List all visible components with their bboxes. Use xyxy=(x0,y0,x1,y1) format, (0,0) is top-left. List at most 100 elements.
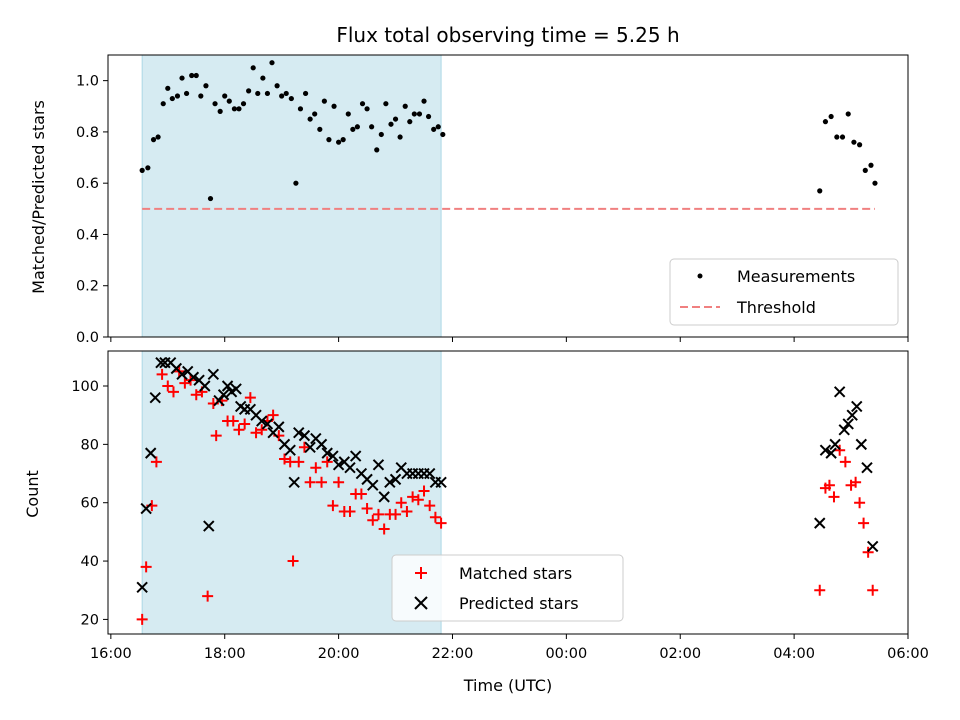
predicted-star-point xyxy=(825,447,837,459)
measurement-point xyxy=(839,134,846,140)
measurement-point xyxy=(834,134,840,140)
matched-star-point xyxy=(839,456,851,468)
measurement-point xyxy=(359,101,366,107)
matched-star-point xyxy=(418,485,430,497)
measurement-point xyxy=(402,103,408,109)
measurement-point xyxy=(388,121,394,127)
matched-star-point xyxy=(279,453,291,465)
measurement-point xyxy=(326,137,332,143)
measurement-point xyxy=(174,93,181,99)
measurement-point xyxy=(369,124,375,130)
matched-star-point xyxy=(316,476,328,488)
measurement-point xyxy=(364,106,370,112)
y-tick-label: 1.0 xyxy=(76,74,99,90)
count-axes-frame xyxy=(107,350,909,635)
predicted-star-point xyxy=(293,426,305,439)
y-tick-label: 60 xyxy=(81,496,99,512)
measurement-point xyxy=(231,106,238,112)
measurement-point xyxy=(397,134,403,140)
y-tick-label: 20 xyxy=(81,612,99,628)
measurement-point xyxy=(340,137,346,143)
predicted-star-point xyxy=(349,450,362,462)
predicted-star-point xyxy=(842,418,854,430)
predicted-star-point xyxy=(221,380,234,392)
measurement-point xyxy=(283,90,289,97)
x-tick-label: 00:00 xyxy=(545,646,587,662)
predicted-star-point xyxy=(367,479,379,491)
measurement-point xyxy=(279,93,285,99)
x-tick-label: 16:00 xyxy=(90,646,132,662)
matched-star-point xyxy=(823,479,835,491)
predicted-star-point xyxy=(814,517,826,529)
measurement-point xyxy=(203,83,209,89)
matched-star-point xyxy=(298,441,310,453)
predicted-star-point xyxy=(304,441,316,453)
predicted-star-point xyxy=(389,473,402,486)
measurement-point xyxy=(189,72,195,79)
predicted-star-point xyxy=(199,380,211,392)
matched-star-point xyxy=(412,494,424,506)
measurement-point xyxy=(851,139,857,145)
count-panel: 20 40 60 80 100 16:00 18:00 20:00 22:00 00:00 02:… xyxy=(23,350,929,695)
x-axis-label: Time (UTC) xyxy=(463,676,552,695)
matched-star-point xyxy=(367,514,379,526)
measurement-point xyxy=(165,85,171,91)
matched-star-point xyxy=(233,424,245,436)
measurement-point xyxy=(350,126,356,132)
matched-star-point xyxy=(156,368,168,380)
measurement-point xyxy=(345,111,351,117)
x-tick-label: 06:00 xyxy=(887,646,929,662)
measurement-point xyxy=(392,116,399,122)
matched-star-point xyxy=(858,517,870,529)
ratio-y-label: Matched/Predicted stars xyxy=(29,100,48,294)
matched-star-point xyxy=(390,508,402,520)
measurement-point xyxy=(207,195,214,202)
predicted-star-point xyxy=(203,520,215,532)
predicted-star-point xyxy=(144,447,157,459)
measurement-point xyxy=(264,90,271,97)
predicted-star-point xyxy=(838,424,850,436)
measurement-point xyxy=(260,75,266,81)
predicted-star-point xyxy=(833,386,846,398)
measurement-point xyxy=(212,101,218,107)
legend-predicted-marker xyxy=(414,596,428,610)
observing-span-top xyxy=(141,54,442,338)
predicted-star-point xyxy=(284,444,296,456)
matched-star-points xyxy=(136,365,879,625)
matched-star-point xyxy=(256,424,268,436)
predicted-star-point xyxy=(846,409,858,421)
measurement-point xyxy=(222,93,228,99)
predicted-star-point xyxy=(256,415,268,427)
matched-star-point xyxy=(834,444,846,456)
measurement-point xyxy=(435,124,441,130)
matched-star-point xyxy=(167,386,179,398)
measurement-point xyxy=(872,180,878,186)
measurement-point xyxy=(411,111,417,117)
predicted-star-point xyxy=(435,476,447,488)
y-tick-label: 0.4 xyxy=(76,227,99,243)
legend-predicted-label: Predicted stars xyxy=(459,594,579,613)
y-tick-label: 80 xyxy=(81,437,99,453)
measurement-point xyxy=(169,95,175,102)
y-tick-label: 0.6 xyxy=(76,176,99,192)
measurement-point xyxy=(331,103,337,109)
measurement-point xyxy=(845,111,851,117)
predicted-star-point xyxy=(230,383,242,395)
matched-star-point xyxy=(321,456,333,468)
predicted-star-point xyxy=(140,502,152,515)
measurement-point xyxy=(297,106,304,112)
ratio-legend-box xyxy=(669,258,899,326)
matched-star-point xyxy=(304,476,316,488)
measurement-point xyxy=(250,65,256,71)
measurement-point xyxy=(179,75,185,81)
predicted-star-point xyxy=(829,438,841,451)
measurement-point xyxy=(160,101,166,107)
count-y-ticks: 20 40 60 80 100 xyxy=(71,379,108,628)
measurement-point xyxy=(288,95,294,102)
measurement-point xyxy=(269,60,275,66)
measurement-point xyxy=(828,113,834,120)
legend-measurements-label: Measurements xyxy=(737,267,855,286)
measurement-point xyxy=(425,113,432,120)
chart-title: Flux total observing time = 5.25 h xyxy=(336,23,679,47)
matched-star-point xyxy=(333,476,345,488)
